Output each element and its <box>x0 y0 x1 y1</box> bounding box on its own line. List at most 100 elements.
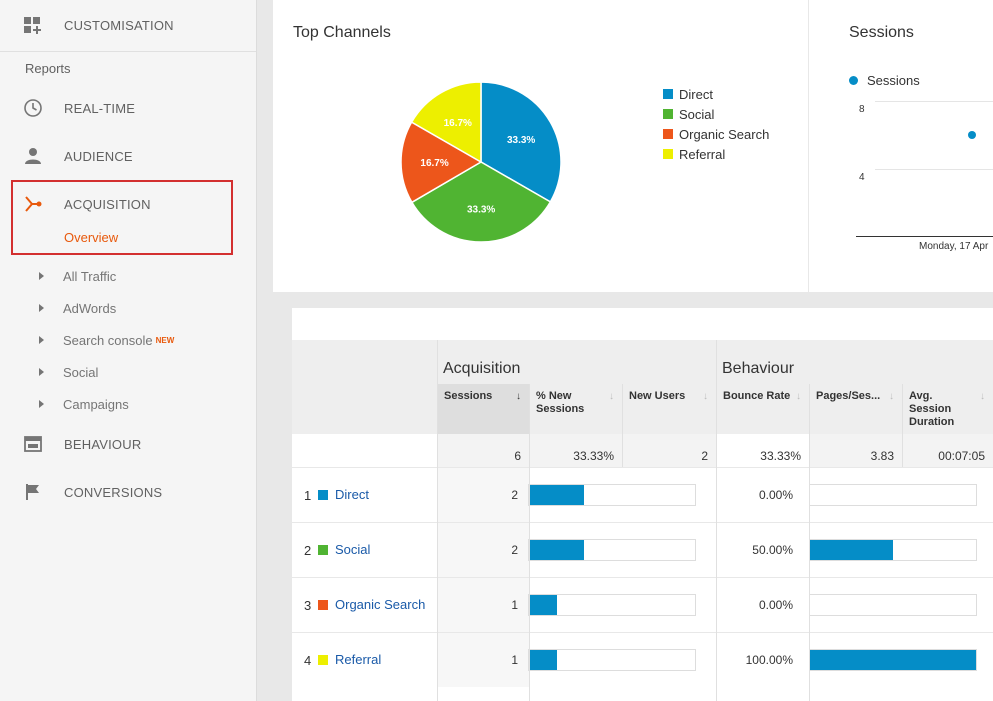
table-row: 2 Social 2 50.00% <box>292 522 993 577</box>
gridline <box>875 169 993 170</box>
sessions-cell-bg <box>438 633 529 687</box>
sessions-card: Sessions Sessions 8 4 Monday, 17 Apr <box>809 0 993 292</box>
totals-row: 6 33.33% 2 33.33% 3.83 00:07:05 <box>292 434 993 467</box>
clock-icon <box>24 99 42 117</box>
legend-label: Direct <box>679 86 713 102</box>
top-channels-title: Top Channels <box>293 24 391 41</box>
legend-item-direct[interactable]: Direct <box>663 84 769 104</box>
column-divider <box>529 384 530 701</box>
nav-campaigns[interactable]: Campaigns <box>0 388 256 420</box>
pie-slice-label: 16.7% <box>444 118 472 129</box>
table-row: 1 Direct 2 0.00% <box>292 467 993 522</box>
column-divider <box>902 384 903 467</box>
x-tick-label: Monday, 17 Apr <box>919 241 989 252</box>
nav-search-console[interactable]: Search console NEW <box>0 324 256 356</box>
nav-conversions[interactable]: CONVERSIONS <box>0 468 256 516</box>
sessions-bar <box>528 539 696 561</box>
pie-slice-label: 33.3% <box>507 135 535 146</box>
pie-slice-label: 16.7% <box>420 158 448 169</box>
expand-arrow-icon <box>39 368 44 376</box>
nav-campaigns-label: Campaigns <box>63 396 129 412</box>
row-rank: 2 <box>304 543 312 558</box>
sessions-bar-fill <box>529 540 585 560</box>
sessions-bar <box>528 594 696 616</box>
y-tick-label: 8 <box>859 104 865 115</box>
pie-slice-referral[interactable] <box>410 81 482 164</box>
nav-realtime[interactable]: REAL-TIME <box>0 84 256 132</box>
nav-adwords[interactable]: AdWords <box>0 292 256 324</box>
col-header-bounce[interactable]: Bounce Rate ↓ <box>717 384 809 434</box>
pie-slice-direct[interactable] <box>480 81 562 203</box>
data-point[interactable] <box>968 131 976 139</box>
sort-icon: ↓ <box>609 391 614 402</box>
total-new-users: 2 <box>623 434 716 467</box>
channel-link[interactable]: Social <box>335 542 371 557</box>
bounce-bar-fill <box>810 540 893 560</box>
sessions-bar <box>528 649 696 671</box>
channel-link[interactable]: Organic Search <box>335 597 426 612</box>
column-divider <box>437 340 438 701</box>
nav-behaviour[interactable]: BEHAVIOUR <box>0 420 256 468</box>
legend-swatch <box>663 149 673 159</box>
sort-icon: ↓ <box>796 391 801 402</box>
col-header-pages[interactable]: Pages/Ses... ↓ <box>810 384 902 434</box>
col-header-duration[interactable]: Avg. Session Duration ↓ <box>903 384 993 434</box>
expand-arrow-icon <box>39 400 44 408</box>
channel-link[interactable]: Direct <box>335 487 369 502</box>
nav-acquisition[interactable]: ACQUISITION <box>0 180 256 228</box>
sessions-cell-bg <box>438 578 529 632</box>
nav-customisation[interactable]: CUSTOMISATION <box>0 0 256 52</box>
nav-customisation-label: CUSTOMISATION <box>64 18 174 33</box>
nav-all-traffic[interactable]: All Traffic <box>0 260 256 292</box>
legend-item-social[interactable]: Social <box>663 104 769 124</box>
expand-arrow-icon <box>39 336 44 344</box>
pie-slice-organic[interactable] <box>400 121 483 204</box>
bounce-bar <box>809 484 977 506</box>
channel-swatch <box>318 545 328 555</box>
reports-heading: Reports <box>25 61 71 76</box>
sessions-bar-fill <box>529 650 557 670</box>
col-header-sessions[interactable]: Sessions ↓ <box>438 384 529 434</box>
nav-audience-label: AUDIENCE <box>64 148 133 164</box>
legend-label: Organic Search <box>679 126 770 142</box>
nav-social[interactable]: Social <box>0 356 256 388</box>
legend-label: Social <box>679 106 715 122</box>
col-header-pct-new[interactable]: % New Sessions ↓ <box>530 384 622 434</box>
acquisition-highlight-box <box>11 180 233 255</box>
col-header-new-users[interactable]: New Users ↓ <box>623 384 716 434</box>
sessions-legend[interactable]: Sessions <box>849 73 920 88</box>
x-axis <box>856 236 993 237</box>
legend-item-organic[interactable]: Organic Search <box>663 124 769 144</box>
group-behaviour: Behaviour <box>722 360 795 377</box>
sessions-bar <box>528 484 696 506</box>
group-acquisition: Acquisition <box>443 360 521 377</box>
group-header-row <box>292 340 993 384</box>
row-bounce: 100.00% <box>745 653 793 667</box>
nav-realtime-label: REAL-TIME <box>64 100 136 116</box>
col-header-pages-label: Pages/Ses... <box>816 390 881 402</box>
nav-adwords-label: AdWords <box>63 300 117 316</box>
bounce-bar <box>809 539 977 561</box>
table-row: 3 Organic Search 1 0.00% <box>292 577 993 632</box>
nav-audience[interactable]: AUDIENCE <box>0 132 256 180</box>
channel-link[interactable]: Referral <box>335 652 382 667</box>
col-header-duration-label: Avg. Session Duration <box>909 390 955 428</box>
nav-all-traffic-label: All Traffic <box>63 268 117 284</box>
pie-slice-social[interactable] <box>410 161 552 243</box>
y-tick-label: 4 <box>859 172 865 183</box>
top-channels-pie: 33.3% 33.3% 16.7% 16.7% <box>400 81 562 243</box>
dashboard-icon <box>24 16 41 34</box>
expand-arrow-icon <box>39 304 44 312</box>
acquisition-icon <box>25 196 42 212</box>
legend-item-referral[interactable]: Referral <box>663 144 769 164</box>
person-icon <box>25 148 41 164</box>
flag-icon <box>26 484 39 500</box>
nav-acquisition-overview[interactable]: Overview <box>64 230 119 245</box>
row-bounce: 50.00% <box>752 543 793 557</box>
row-sessions: 1 <box>511 653 518 667</box>
nav-acquisition-label: ACQUISITION <box>64 196 151 212</box>
row-rank: 1 <box>304 488 312 503</box>
table-row: 4 Referral 1 100.00% <box>292 632 993 687</box>
legend-swatch <box>663 129 673 139</box>
pie-slice-label: 33.3% <box>467 204 495 215</box>
